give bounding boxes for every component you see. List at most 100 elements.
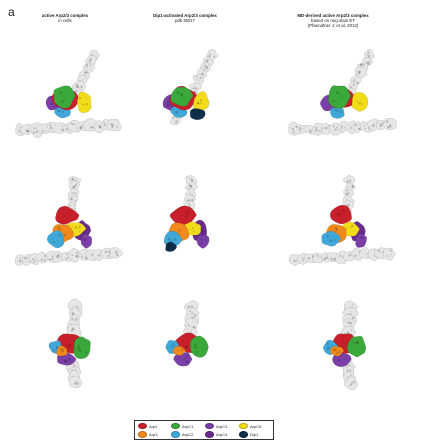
actin-filament-texture <box>104 250 108 254</box>
arpc3-subunit-texture <box>84 239 86 241</box>
actin-filament-texture <box>292 131 295 134</box>
arp2-subunit <box>329 204 352 225</box>
arp3-subunit-texture <box>63 233 67 237</box>
actin-filament-texture <box>19 260 22 263</box>
actin-filament-texture <box>91 53 94 56</box>
column-subtitle-3: based on neg.stain ET <box>311 18 355 23</box>
arpc3-subunit-texture <box>84 238 87 241</box>
legend: Arp2 ArpC1 ArpC3 ArpC5 Arp3 ArpC2 ArpC4 Dip1 <box>134 420 274 440</box>
actin-filament <box>67 195 79 204</box>
actin-filament-texture <box>85 71 88 74</box>
arpc1-subunit-texture <box>339 94 341 96</box>
arpc3-subunit-texture <box>340 355 342 357</box>
arp2-subunit-texture <box>187 218 189 220</box>
arp2-subunit-texture <box>336 213 339 216</box>
arpc5-subunit-texture <box>350 227 352 229</box>
actin-filament <box>68 180 80 190</box>
arpc3-subunit-texture <box>186 354 189 358</box>
actin-filament-texture <box>75 183 78 186</box>
actin-filament-texture <box>98 126 101 129</box>
arpc2-subunit <box>46 230 65 249</box>
arp3-subunit-texture <box>60 347 63 351</box>
arp2-subunit-texture <box>338 212 341 216</box>
arpc5-subunit-texture <box>351 224 354 228</box>
legend-label-arpc1: ArpC1 <box>182 423 194 429</box>
actin-filament-texture <box>71 198 73 200</box>
actin-filament-texture <box>350 382 354 385</box>
actin-filament <box>288 121 302 136</box>
actin-filament-texture <box>69 204 71 206</box>
actin-filament-texture <box>366 53 368 56</box>
legend-label-arpc4: ArpC4 <box>216 432 228 437</box>
actin-filament-texture <box>353 79 355 82</box>
actin-filament-texture <box>191 316 193 318</box>
actin-filament-texture <box>372 123 375 125</box>
actin-filament <box>363 48 375 60</box>
arpc3-subunit-texture <box>185 360 189 364</box>
actin-filament-texture <box>325 127 328 130</box>
actin-filament-texture <box>307 256 311 260</box>
actin-filament-texture <box>176 120 178 122</box>
actin-filament-texture <box>36 130 39 133</box>
arpc1-subunit-texture <box>195 351 197 353</box>
actin-filament-texture <box>351 184 355 188</box>
actin-filament-texture <box>363 124 366 127</box>
arp3-subunit-texture <box>335 230 337 232</box>
actin-filament-texture <box>348 254 351 257</box>
arp3-subunit <box>172 346 187 356</box>
arpc1-subunit-texture <box>85 351 88 354</box>
actin-filament-texture <box>74 382 77 385</box>
actin-filament-texture <box>341 127 343 129</box>
actin-filament-texture <box>188 184 191 187</box>
arpc2-subunit-texture <box>327 346 330 350</box>
actin-filament-texture <box>69 205 71 207</box>
actin-filament <box>185 181 199 192</box>
arpc5-subunit-texture <box>199 99 202 102</box>
legend-swatch-arpc3 <box>205 422 214 430</box>
actin-filament-texture <box>62 129 64 131</box>
arpc2-subunit-texture <box>52 241 55 244</box>
arpc1-subunit-texture <box>356 341 360 344</box>
arp2-subunit-texture <box>68 346 71 349</box>
arpc1-subunit-texture <box>176 91 180 94</box>
actin-filament-texture <box>76 251 79 255</box>
arpc3-subunit-texture <box>84 242 86 244</box>
actin-filament-texture <box>346 368 349 371</box>
actin-filament-texture <box>116 254 119 257</box>
actin-filament-texture <box>23 257 26 260</box>
actin-filament-texture <box>195 75 198 78</box>
dip1-subunit-texture <box>167 245 169 247</box>
arpc2-subunit-texture <box>57 110 60 113</box>
actin-filament-texture <box>348 253 351 256</box>
arp2-subunit-texture <box>344 342 346 344</box>
actin-filament-texture <box>49 126 53 130</box>
structure-r3-c1 <box>48 298 91 389</box>
actin-filament-texture <box>70 323 72 325</box>
legend-item-arpc2: ArpC2 <box>171 431 193 439</box>
arpc1-subunit <box>347 335 367 358</box>
actin-filament-texture <box>346 204 350 208</box>
arp3-subunit-texture <box>62 348 65 351</box>
actin-filament-texture <box>75 254 78 258</box>
actin-filament-texture <box>352 186 354 188</box>
arpc5-subunit-texture <box>85 97 87 99</box>
actin-filament-texture <box>26 260 28 262</box>
actin-filament-texture <box>26 130 30 133</box>
actin-filament-texture <box>40 258 44 261</box>
actin-filament-texture <box>348 179 352 182</box>
arpc5-subunit-texture <box>78 225 81 229</box>
actin-filament-texture <box>188 205 190 207</box>
actin-filament-texture <box>356 254 358 256</box>
arpc2-subunit-texture <box>326 235 329 238</box>
actin-filament-texture <box>345 192 348 195</box>
actin-filament-texture <box>357 127 361 130</box>
actin-filament-texture <box>116 125 119 128</box>
actin-filament <box>344 375 358 391</box>
arp3-subunit-texture <box>334 348 337 351</box>
actin-filament-texture <box>291 127 295 131</box>
actin-filament-texture <box>338 256 340 258</box>
actin-filament-texture <box>188 203 191 206</box>
actin-filament-texture <box>206 66 208 69</box>
arp3-subunit <box>56 345 68 357</box>
dip1-subunit <box>165 241 178 252</box>
